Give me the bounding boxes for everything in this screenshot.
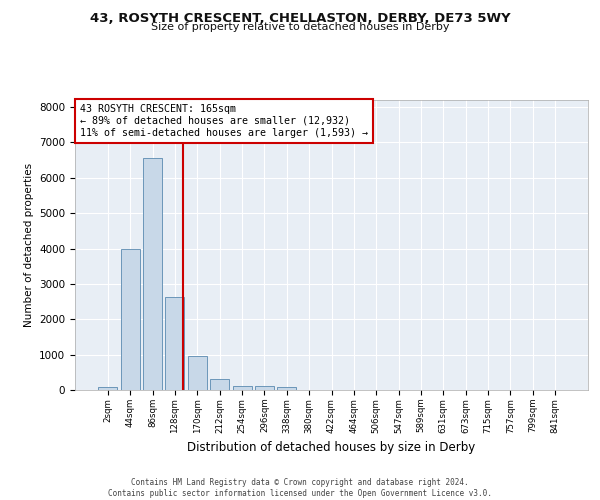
- Text: Contains HM Land Registry data © Crown copyright and database right 2024.
Contai: Contains HM Land Registry data © Crown c…: [108, 478, 492, 498]
- X-axis label: Distribution of detached houses by size in Derby: Distribution of detached houses by size …: [187, 441, 476, 454]
- Text: 43 ROSYTH CRESCENT: 165sqm
← 89% of detached houses are smaller (12,932)
11% of : 43 ROSYTH CRESCENT: 165sqm ← 89% of deta…: [80, 104, 368, 138]
- Bar: [188, 356, 207, 390]
- Bar: [210, 379, 229, 390]
- Bar: [166, 298, 184, 390]
- Text: 43, ROSYTH CRESCENT, CHELLASTON, DERBY, DE73 5WY: 43, ROSYTH CRESCENT, CHELLASTON, DERBY, …: [89, 12, 511, 26]
- Bar: [143, 158, 162, 390]
- Bar: [255, 386, 274, 390]
- Y-axis label: Number of detached properties: Number of detached properties: [23, 163, 34, 327]
- Bar: [121, 249, 140, 390]
- Bar: [233, 386, 251, 390]
- Text: Size of property relative to detached houses in Derby: Size of property relative to detached ho…: [151, 22, 449, 32]
- Bar: [98, 387, 118, 390]
- Bar: [277, 387, 296, 390]
